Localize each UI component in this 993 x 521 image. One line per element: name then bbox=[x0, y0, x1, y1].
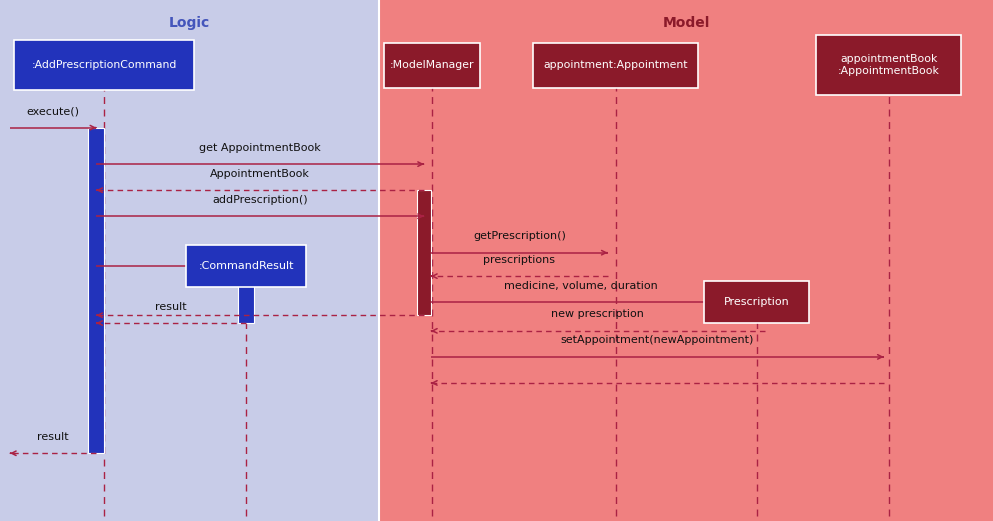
FancyBboxPatch shape bbox=[384, 43, 480, 88]
FancyBboxPatch shape bbox=[816, 35, 961, 95]
Text: medicine, volume, duration: medicine, volume, duration bbox=[503, 281, 657, 291]
Text: getPrescription(): getPrescription() bbox=[473, 231, 566, 241]
Text: get AppointmentBook: get AppointmentBook bbox=[200, 143, 321, 153]
Text: result: result bbox=[156, 302, 187, 312]
Text: prescriptions: prescriptions bbox=[484, 255, 555, 265]
FancyBboxPatch shape bbox=[15, 40, 195, 90]
FancyBboxPatch shape bbox=[187, 245, 306, 287]
Bar bbox=[0, 0, 379, 521]
Text: Model: Model bbox=[662, 17, 710, 30]
Text: AppointmentBook: AppointmentBook bbox=[211, 169, 310, 179]
Text: result: result bbox=[38, 432, 69, 442]
Text: appointmentBook
:AppointmentBook: appointmentBook :AppointmentBook bbox=[838, 54, 939, 76]
Text: Logic: Logic bbox=[169, 17, 211, 30]
FancyBboxPatch shape bbox=[88, 128, 104, 453]
Text: setAppointment(newAppointment): setAppointment(newAppointment) bbox=[561, 336, 754, 345]
FancyBboxPatch shape bbox=[533, 43, 698, 88]
Text: appointment:Appointment: appointment:Appointment bbox=[543, 60, 688, 70]
Text: execute(): execute() bbox=[27, 106, 79, 116]
Bar bbox=[379, 0, 993, 521]
Text: Prescription: Prescription bbox=[724, 297, 789, 307]
Text: :AddPrescriptionCommand: :AddPrescriptionCommand bbox=[32, 60, 177, 70]
FancyBboxPatch shape bbox=[238, 266, 254, 323]
Text: :ModelManager: :ModelManager bbox=[389, 60, 475, 70]
FancyBboxPatch shape bbox=[704, 281, 809, 323]
FancyBboxPatch shape bbox=[417, 190, 431, 315]
Text: addPrescription(): addPrescription() bbox=[213, 195, 308, 205]
Text: :CommandResult: :CommandResult bbox=[199, 260, 294, 271]
Text: new prescription: new prescription bbox=[551, 309, 644, 319]
